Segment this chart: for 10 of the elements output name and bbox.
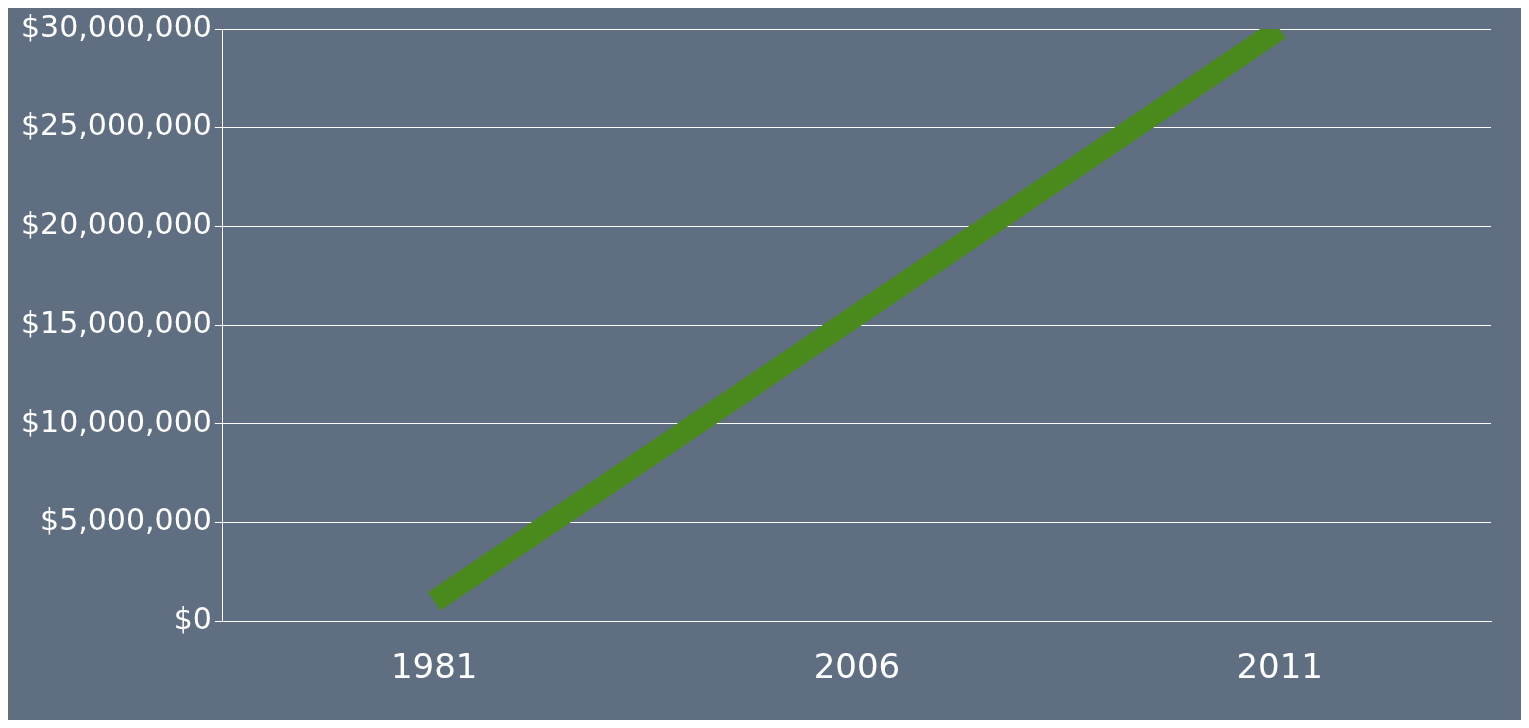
y-tick-label: $25,000,000	[21, 107, 212, 143]
x-tick-label: 2011	[1236, 646, 1323, 687]
y-tick-label: $30,000,000	[21, 8, 212, 44]
y-tick-label: $15,000,000	[21, 304, 212, 340]
y-tick-label: $10,000,000	[21, 403, 212, 439]
x-tick-label: 2006	[813, 646, 901, 687]
x-tick-label: 1981	[390, 646, 478, 687]
y-tick-label: $20,000,000	[21, 206, 212, 242]
y-tick-label: $0	[173, 601, 212, 636]
y-tick-label: $5,000,000	[40, 502, 212, 538]
